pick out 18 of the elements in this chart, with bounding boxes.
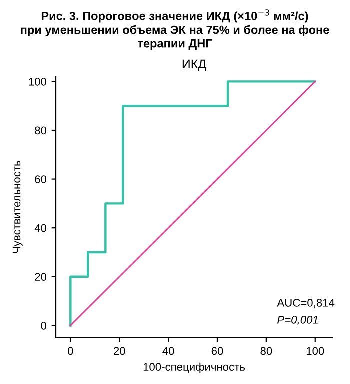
x-tick-label: 20 xyxy=(114,347,126,356)
x-tick-label: 60 xyxy=(212,347,224,356)
x-tick-label: 40 xyxy=(162,347,174,356)
annotation: P=0,001 xyxy=(278,316,318,326)
annotation: AUC=0,814 xyxy=(277,299,335,308)
y-tick-label: 40 xyxy=(34,224,47,232)
y-tick-label: 20 xyxy=(35,273,47,282)
y-tick-label: 0 xyxy=(41,322,47,330)
x-axis-title: 100-специфичность xyxy=(144,362,246,374)
y-tick-label: 100 xyxy=(29,78,47,86)
chart-title: Рис. 3. Пороговое значение ИКД (×10$^{−3}$ мм²/с) при уменьшении объема ЭК на 75% и более на фоне терапии ДНГ xyxy=(21,10,330,50)
x-tick-label: 80 xyxy=(260,347,272,356)
x-tick-label: 0 xyxy=(68,347,74,356)
chart-subtitle: ИКД xyxy=(182,60,206,71)
y-axis-title: Чувствительность xyxy=(12,161,23,254)
y-tick-label: 60 xyxy=(35,176,47,184)
x-tick-label: 100 xyxy=(306,347,324,356)
y-tick-label: 80 xyxy=(35,126,47,135)
